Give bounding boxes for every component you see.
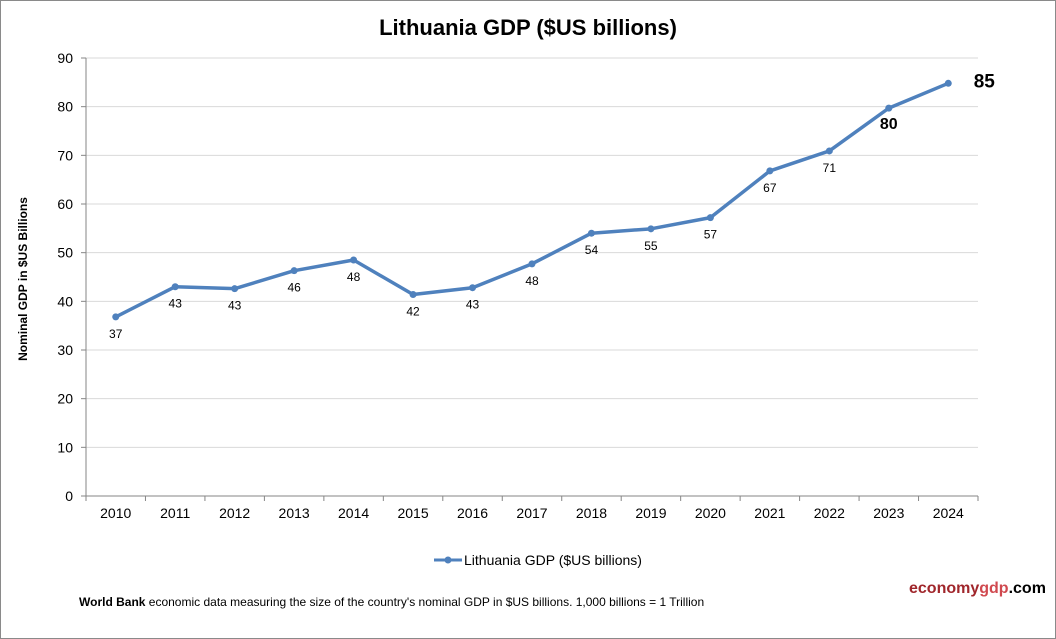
data-label: 71 — [823, 161, 837, 175]
footer-source: World Bank — [79, 595, 146, 609]
x-tick-label: 2023 — [873, 505, 904, 521]
data-point — [528, 260, 536, 268]
y-tick-label: 80 — [57, 99, 73, 115]
legend-marker-icon — [434, 556, 462, 564]
x-tick-label: 2015 — [397, 505, 428, 521]
data-label: 43 — [466, 298, 480, 312]
y-tick-label: 30 — [57, 342, 73, 358]
x-tick-label: 2013 — [279, 505, 310, 521]
data-label: 57 — [704, 228, 718, 242]
x-tick-label: 2021 — [754, 505, 785, 521]
chart-title: Lithuania GDP ($US billions) — [379, 15, 677, 40]
data-label: 55 — [644, 239, 658, 253]
data-label: 46 — [287, 281, 301, 295]
legend-label: Lithuania GDP ($US billions) — [464, 552, 642, 568]
data-label: 43 — [228, 299, 242, 313]
data-label: 80 — [880, 116, 898, 133]
data-point — [409, 291, 417, 299]
x-tick-label: 2018 — [576, 505, 607, 521]
data-label: 67 — [763, 181, 777, 195]
y-tick-label: 40 — [57, 293, 73, 309]
data-point — [766, 167, 774, 175]
brand-part-economy: economy — [909, 580, 980, 597]
data-point — [290, 267, 298, 275]
x-tick-label: 2019 — [635, 505, 666, 521]
y-tick-label: 60 — [57, 196, 73, 212]
data-point — [587, 229, 595, 237]
footer-text: economic data measuring the size of the … — [145, 595, 705, 609]
data-point — [231, 285, 239, 293]
data-point — [112, 313, 120, 321]
data-label: 42 — [406, 305, 420, 319]
data-label: 85 — [974, 71, 996, 92]
data-point — [825, 147, 833, 155]
data-label: 48 — [347, 270, 361, 284]
data-point — [647, 225, 655, 233]
legend: Lithuania GDP ($US billions) — [434, 552, 642, 568]
y-tick-label: 90 — [57, 50, 73, 66]
x-tick-label: 2012 — [219, 505, 250, 521]
data-label: 37 — [109, 327, 123, 341]
brand-part-com: .com — [1008, 580, 1046, 597]
data-label: 48 — [525, 274, 539, 288]
x-tick-label: 2010 — [100, 505, 131, 521]
x-tick-label: 2011 — [160, 505, 190, 521]
y-tick-label: 10 — [57, 439, 73, 455]
x-tick-label: 2014 — [338, 505, 369, 521]
footer-note: World Bank economic data measuring the s… — [79, 595, 704, 609]
data-point — [706, 214, 714, 222]
y-tick-label: 70 — [57, 147, 73, 163]
data-label: 43 — [169, 297, 183, 311]
y-tick-label: 20 — [57, 391, 73, 407]
x-tick-label: 2020 — [695, 505, 726, 521]
data-point — [350, 256, 358, 264]
y-tick-label: 50 — [57, 245, 73, 261]
x-tick-label: 2016 — [457, 505, 488, 521]
plot-area: 0 10 20 30 40 50 60 70 80 90 2010 2011 2012 2013 2014 2… — [57, 50, 996, 521]
x-tick-label: 2024 — [933, 505, 964, 521]
y-tick-label: 0 — [65, 488, 73, 504]
brand-logo[interactable]: economygdp.com — [909, 580, 1046, 598]
x-tick-label: 2022 — [814, 505, 845, 521]
data-point — [171, 283, 179, 291]
data-point — [885, 104, 893, 112]
data-label: 54 — [585, 243, 599, 257]
x-tick-label: 2017 — [516, 505, 547, 521]
data-point — [469, 284, 477, 292]
data-point — [944, 79, 952, 87]
brand-part-gdp: gdp — [979, 580, 1009, 597]
